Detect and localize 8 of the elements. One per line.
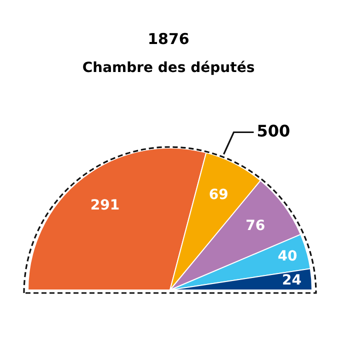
data-label: 40 — [278, 248, 298, 264]
data-label: 24 — [282, 272, 302, 289]
data-label: 291 — [90, 197, 120, 214]
data-label: 76 — [246, 218, 266, 234]
chart-subtitle: Chambre des députés — [82, 60, 255, 76]
data-label: 69 — [208, 187, 228, 204]
chart-title: 1876 — [148, 30, 190, 48]
text: 500 — [256, 122, 290, 141]
